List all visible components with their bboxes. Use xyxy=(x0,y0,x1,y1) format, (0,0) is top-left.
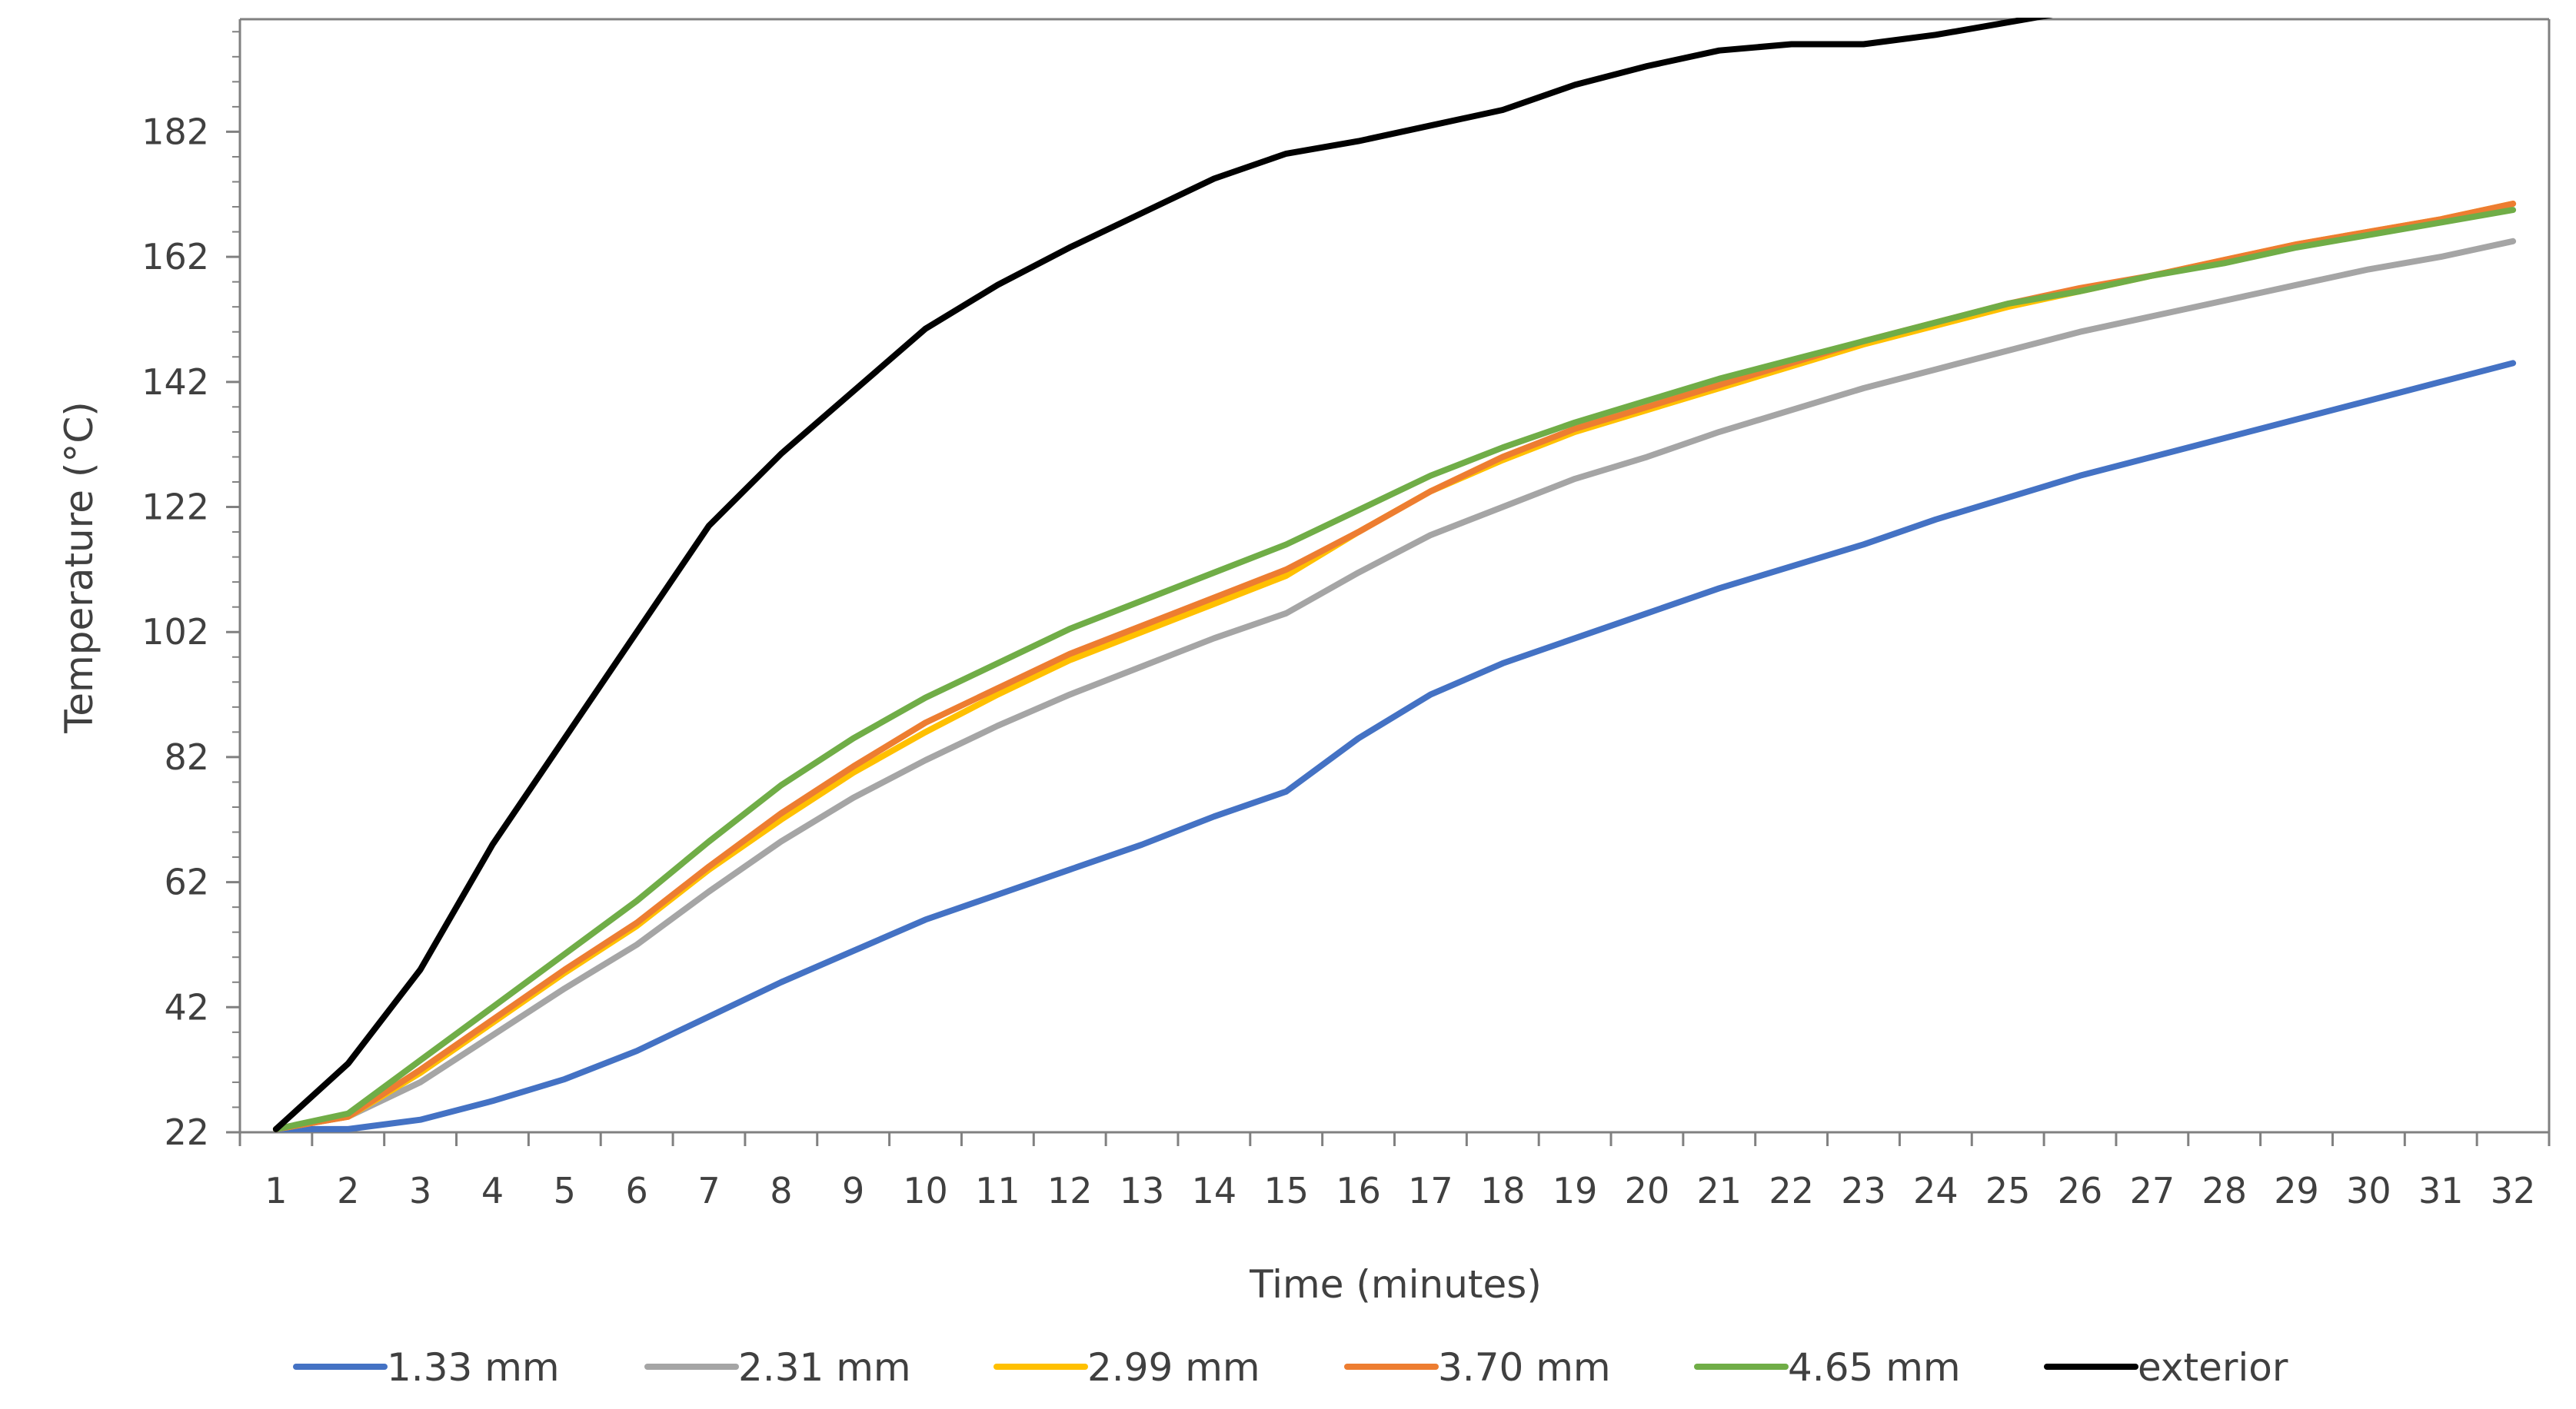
series-line-4-65-mm xyxy=(272,207,2517,1132)
legend-label: 1.33 mm xyxy=(387,1345,560,1390)
y-tick-label: 82 xyxy=(164,736,209,778)
series-line-1-33-mm xyxy=(272,360,2517,1132)
x-tick-label: 3 xyxy=(409,1170,431,1211)
x-tick-label: 2 xyxy=(337,1170,359,1211)
legend: 1.33 mm 2.31 mm 2.99 mm 3.70 mm 4.65 mm exter… xyxy=(293,1345,2288,1390)
x-tick-label: 11 xyxy=(975,1170,1020,1211)
x-tick-label: 27 xyxy=(2130,1170,2175,1211)
legend-label: 2.99 mm xyxy=(1087,1345,1260,1390)
y-tick-label: 102 xyxy=(141,611,209,653)
x-tick-label: 19 xyxy=(1553,1170,1598,1211)
x-axis-title: Time (minutes) xyxy=(1249,1262,1542,1307)
legend-label: 2.31 mm xyxy=(738,1345,911,1390)
x-tick-label: 21 xyxy=(1697,1170,1742,1211)
x-tick-label: 12 xyxy=(1047,1170,1093,1211)
x-tick-label: 24 xyxy=(1913,1170,1959,1211)
x-tick-label: 29 xyxy=(2274,1170,2319,1211)
x-tick-label: 5 xyxy=(554,1170,576,1211)
y-tick-label: 62 xyxy=(164,862,209,903)
x-tick-label: 20 xyxy=(1625,1170,1670,1211)
x-tick-label: 32 xyxy=(2491,1170,2536,1211)
x-tick-label: 16 xyxy=(1336,1170,1381,1211)
x-tick-label: 23 xyxy=(1841,1170,1886,1211)
y-tick-label: 42 xyxy=(164,986,209,1028)
x-tick-label: 13 xyxy=(1120,1170,1165,1211)
y-axis-ticks: 22 42 62 82 102 122 142 162 182 xyxy=(141,31,240,1153)
series-line-2-31-mm xyxy=(272,238,2517,1132)
legend-label: 3.70 mm xyxy=(1438,1345,1611,1390)
x-tick-label: 18 xyxy=(1480,1170,1526,1211)
x-tick-label: 1 xyxy=(265,1170,287,1211)
y-tick-label: 22 xyxy=(164,1112,209,1153)
x-tick-label: 15 xyxy=(1263,1170,1309,1211)
x-tick-label: 31 xyxy=(2418,1170,2464,1211)
series-line-exterior xyxy=(272,18,2053,1132)
x-tick-label: 7 xyxy=(697,1170,720,1211)
x-tick-label: 22 xyxy=(1769,1170,1814,1211)
x-tick-label: 8 xyxy=(770,1170,792,1211)
x-tick-label: 10 xyxy=(903,1170,948,1211)
y-axis-title: Temperature (°C) xyxy=(57,401,102,734)
x-tick-label: 25 xyxy=(1985,1170,2031,1211)
y-tick-label: 182 xyxy=(141,111,209,152)
x-tick-label: 6 xyxy=(626,1170,648,1211)
x-tick-label: 4 xyxy=(481,1170,504,1211)
legend-label: exterior xyxy=(2138,1345,2288,1390)
legend-label: 4.65 mm xyxy=(1788,1345,1961,1390)
x-tick-label: 26 xyxy=(2058,1170,2103,1211)
x-tick-label: 17 xyxy=(1408,1170,1453,1211)
chart-axes xyxy=(238,18,2551,1134)
x-tick-label: 14 xyxy=(1192,1170,1237,1211)
x-tick-label: 28 xyxy=(2202,1170,2247,1211)
y-tick-label: 162 xyxy=(141,236,209,277)
y-tick-label: 122 xyxy=(141,487,209,528)
x-axis-ticks: 1 2 3 4 5 6 7 8 9 10 11 12 13 14 15 16 17 18 19 20 21 22 23 24 2… xyxy=(238,1132,2551,1211)
series-lines xyxy=(272,18,2517,1132)
y-tick-label: 142 xyxy=(141,361,209,403)
x-tick-label: 30 xyxy=(2346,1170,2391,1211)
x-tick-label: 9 xyxy=(842,1170,864,1211)
